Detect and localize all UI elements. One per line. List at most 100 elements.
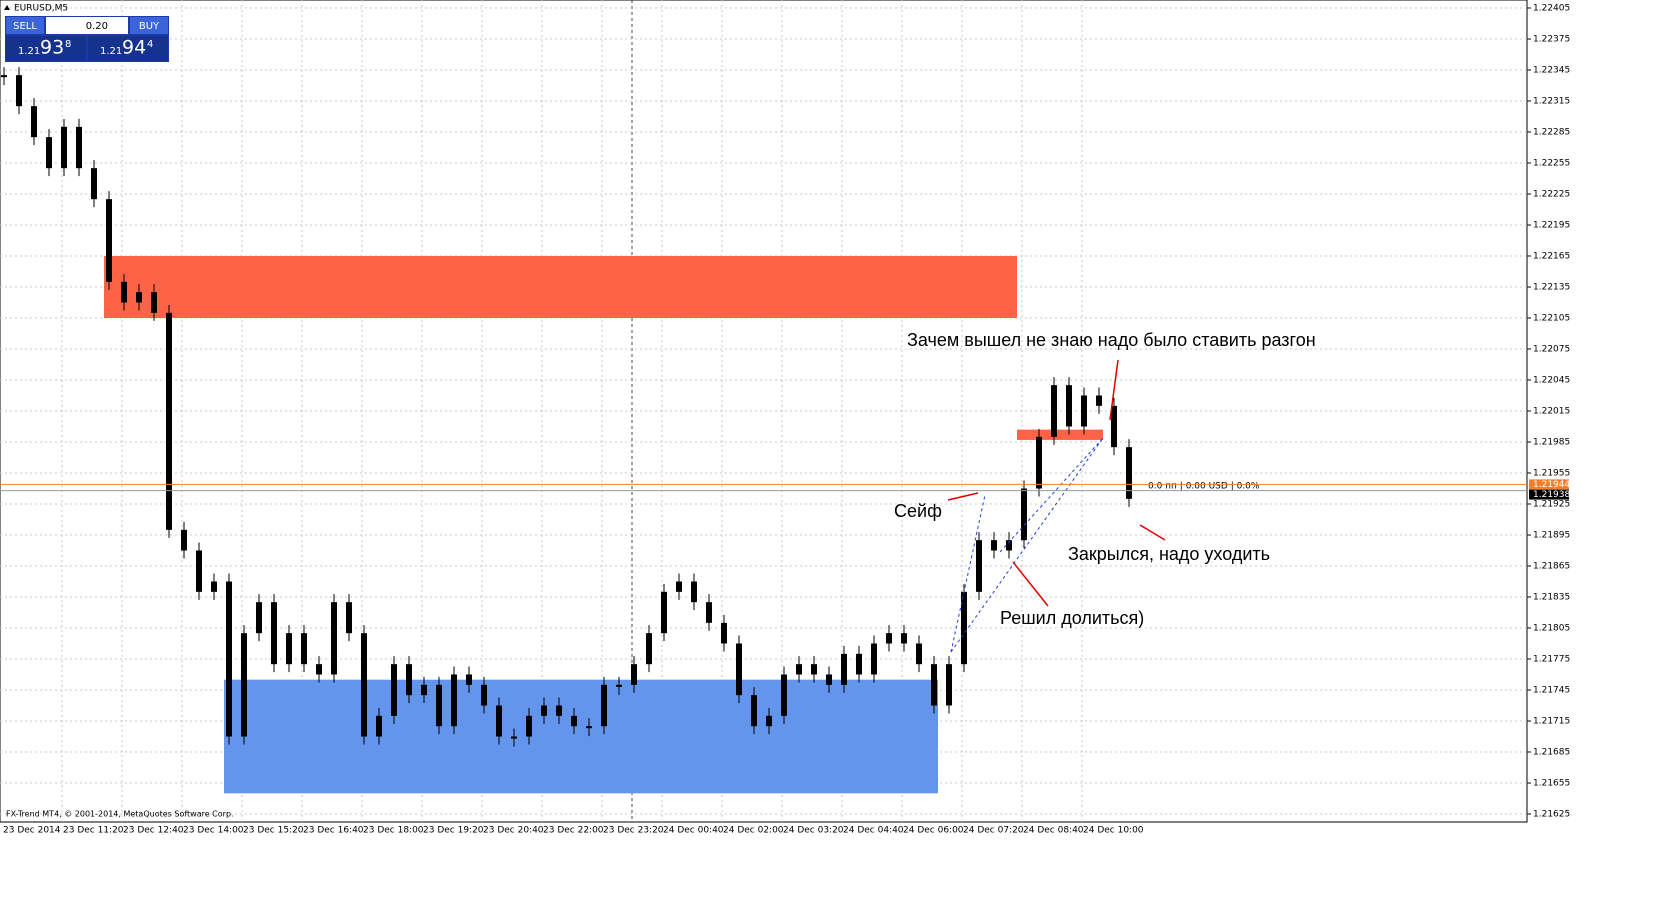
y-tick-label: 1.22105 [1533,314,1570,324]
candle-body [616,684,622,687]
sell-label: SELL [13,21,37,32]
y-tick-label: 1.21805 [1533,624,1570,634]
candle-body [286,633,292,665]
y-tick-label: 1.21685 [1533,748,1570,758]
candle-body [361,633,367,737]
y-tick-label: 1.22405 [1533,4,1570,14]
price-tag-label: 1.21944 [1533,480,1570,490]
copyright: FX-Trend MT4, © 2001-2014, MetaQuotes So… [6,810,234,819]
x-tick-label: 23 Dec 19:20 [423,826,484,836]
candle-body [781,674,787,716]
sell-price-box[interactable] [6,36,86,61]
candle-body [826,674,832,685]
candle-body [676,581,682,592]
position-info: 0.0 пп | 0.00 USD | 0.0% [1148,482,1260,492]
candle-body [466,674,472,685]
y-tick-label: 1.22255 [1533,159,1570,169]
volume-value: 0.20 [86,21,108,32]
buy-price-prefix: 1.21 [100,46,122,57]
candle-body [511,736,517,739]
y-tick-label: 1.22015 [1533,407,1570,417]
buy-price-box[interactable] [88,36,168,61]
x-tick-label: 23 Dec 18:00 [363,826,424,836]
candle-body [541,705,547,716]
buy-price-pip: 4 [147,39,153,50]
candle-body [16,75,22,107]
x-tick-label: 23 Dec 23:20 [603,826,664,836]
y-tick-label: 1.21865 [1533,562,1570,572]
buy-price-big: 94 [122,37,146,59]
candle-body [796,664,802,675]
x-tick-label: 24 Dec 02:00 [723,826,784,836]
y-tick-label: 1.22225 [1533,190,1570,200]
candle-body [751,695,757,727]
price-tag [1529,489,1569,500]
buy-button[interactable] [130,17,168,34]
candle-body [376,715,382,737]
candle-body [91,168,97,200]
candle-body [331,602,337,675]
y-tick-label: 1.22375 [1533,35,1570,45]
candle-body [61,126,67,169]
y-tick-label: 1.21745 [1533,686,1570,696]
candle-body [31,106,37,138]
candle-body [421,684,427,696]
candle-body [151,292,157,313]
volume-input[interactable] [46,17,128,34]
annotation: Решил долиться) [1000,608,1144,628]
candle-body [481,684,487,706]
price-zone [104,256,1017,318]
candle-body [841,653,847,685]
candle-body [166,312,172,530]
candle-body [451,674,457,727]
y-tick-label: 1.21925 [1533,500,1570,510]
x-tick-label: 23 Dec 2014 [3,826,61,836]
candle-body [556,705,562,716]
x-tick-label: 24 Dec 07:20 [963,826,1024,836]
y-tick-label: 1.21835 [1533,593,1570,603]
candle-body [1066,385,1072,427]
x-tick-label: 24 Dec 00:40 [663,826,724,836]
sell-price-big: 93 [40,37,64,59]
candle-body [196,550,202,592]
sell-price-prefix: 1.21 [18,46,40,57]
y-tick-label: 1.21955 [1533,469,1570,479]
price-zone [224,679,938,794]
candle-body [961,591,967,665]
y-tick-label: 1.22315 [1533,97,1570,107]
candle-body [736,643,742,696]
y-tick-label: 1.22345 [1533,66,1570,76]
x-tick-label: 24 Dec 06:00 [903,826,964,836]
x-tick-label: 23 Dec 15:20 [243,826,304,836]
y-tick-label: 1.22285 [1533,128,1570,138]
candle-body [931,664,937,706]
candle-body [586,726,592,729]
buy-label: BUY [139,21,160,32]
y-tick-label: 1.22195 [1533,221,1570,231]
candle-body [1081,395,1087,427]
candle-body [316,664,322,675]
candle-body [271,602,277,665]
trade-lines [950,437,1104,653]
candle-body [301,633,307,665]
candle-body [916,643,922,665]
candle-body [646,633,652,665]
annotation: Зачем вышел не знаю надо было ставить ра… [907,330,1316,350]
collapse-icon[interactable] [4,5,10,10]
y-tick-label: 1.21775 [1533,655,1570,665]
y-tick-label: 1.22165 [1533,252,1570,262]
x-tick-label: 24 Dec 04:40 [843,826,904,836]
candle-body [226,581,232,737]
sell-button[interactable] [6,17,44,34]
y-tick-label: 1.22135 [1533,283,1570,293]
candle-body [136,292,142,303]
x-tick-label: 23 Dec 22:00 [543,826,604,836]
y-tick-label: 1.21655 [1533,779,1570,789]
candle-body [856,653,862,675]
annotation: Закрылся, надо уходить [1068,544,1270,564]
candle-body [346,602,352,634]
candle-body [721,622,727,644]
candle-body [46,137,52,169]
candle-body [241,633,247,737]
candle-body [631,664,637,685]
